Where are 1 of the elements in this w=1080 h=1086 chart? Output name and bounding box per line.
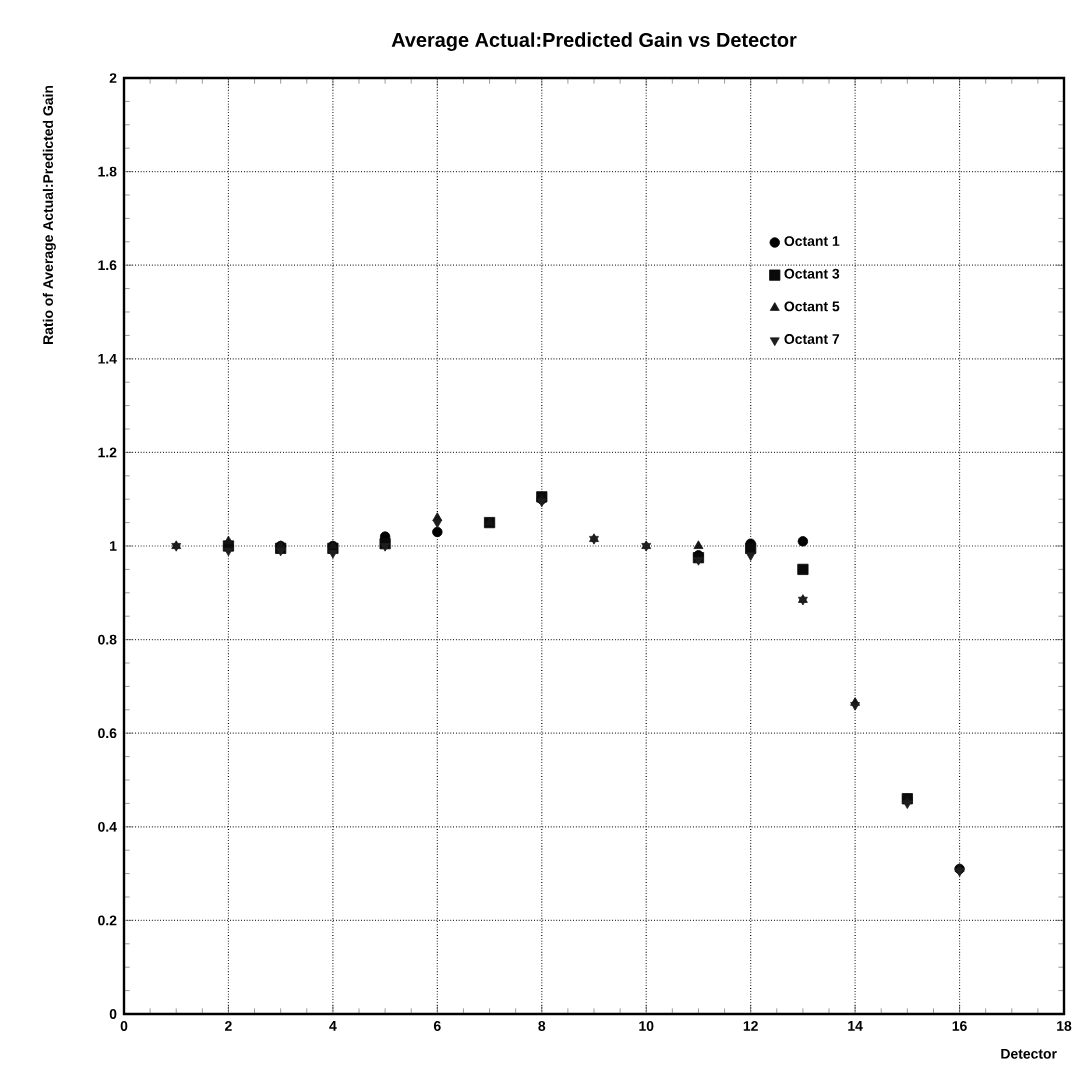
- chart-title: Average Actual:Predicted Gain vs Detector: [391, 32, 797, 52]
